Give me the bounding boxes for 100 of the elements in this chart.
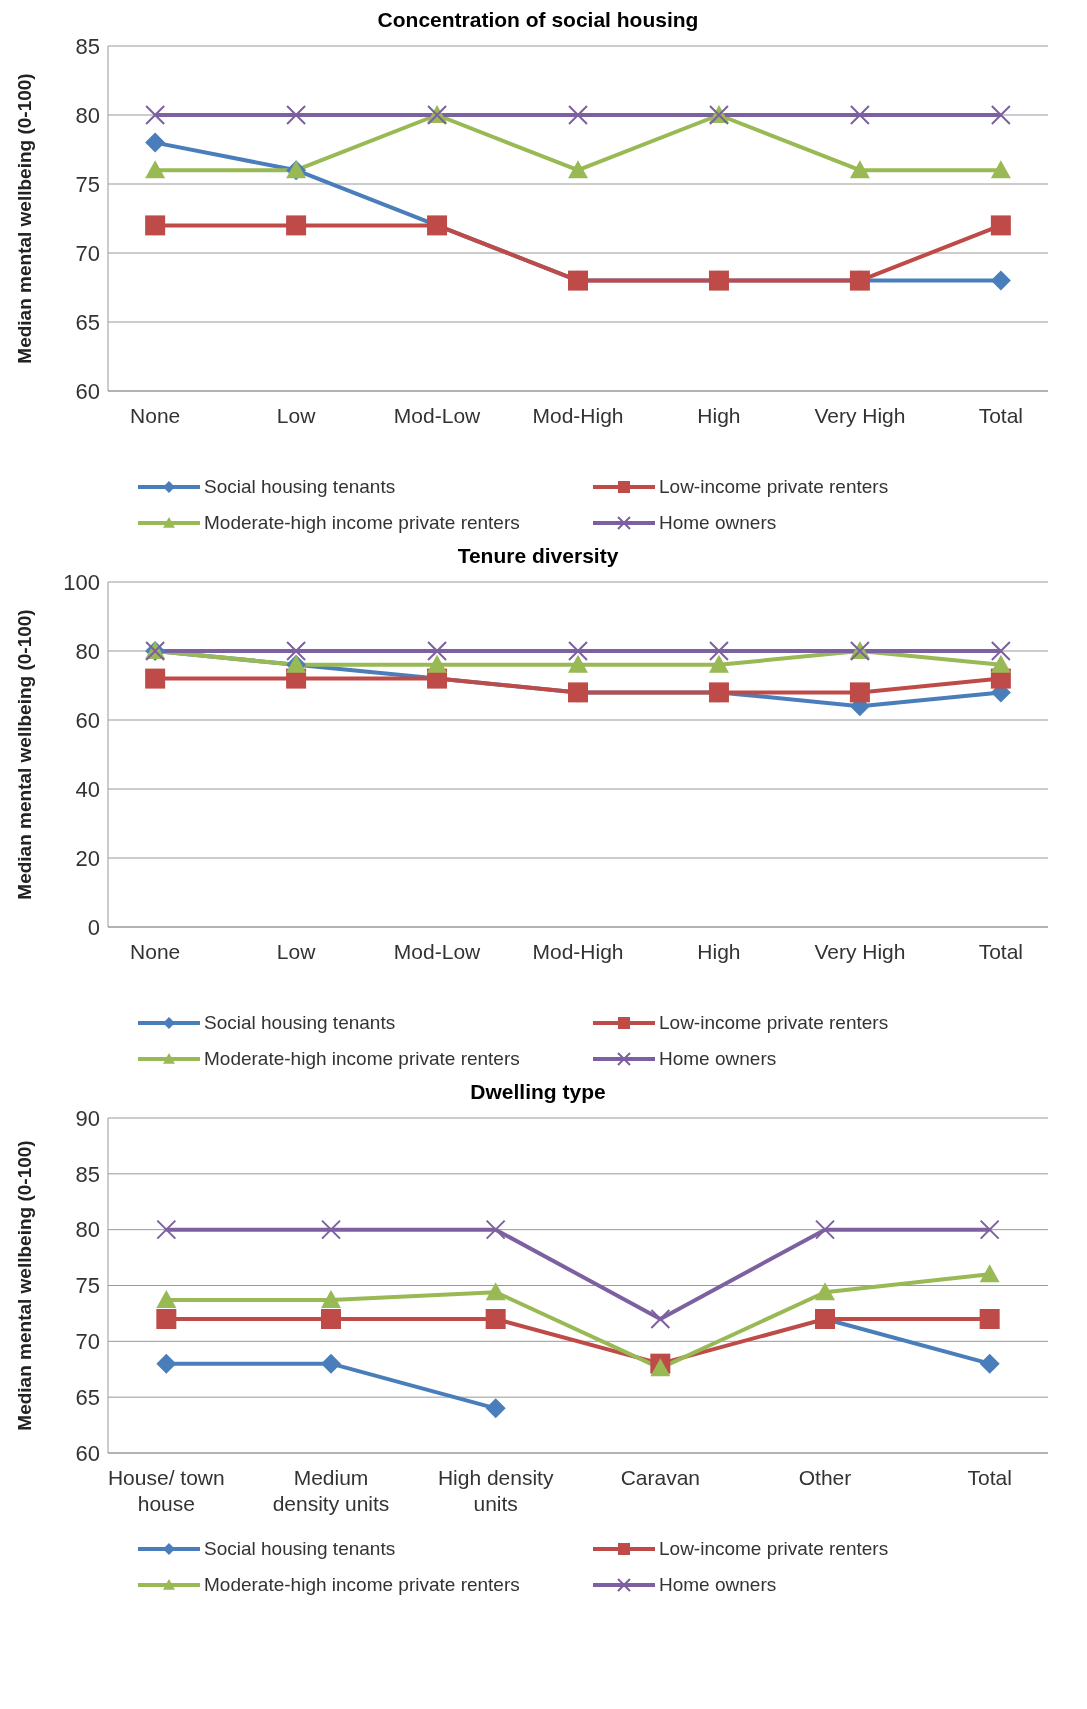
x-tick-label: Total [978,940,1024,963]
point [321,1219,341,1240]
x-tick-label: Caravan [620,1466,701,1489]
y-tick-label: 60 [75,378,100,404]
point [568,160,588,179]
x-tick-label: Other [798,1466,852,1489]
point [286,105,307,125]
y-tick-label: 85 [75,33,100,59]
point [485,1398,506,1419]
point [321,1353,341,1374]
point [979,1264,1000,1283]
point [979,1353,1000,1374]
y-tick-label: 20 [75,845,100,871]
point [849,682,870,703]
legend-label: Moderate-high income private renters [204,1048,520,1070]
point [568,641,588,661]
legend-label: Low-income private renters [659,476,889,498]
legend-label: Social housing tenants [204,1538,396,1560]
y-tick-label: 90 [75,1105,100,1131]
point [145,215,166,236]
legend-label: Home owners [659,1574,777,1596]
point [849,160,870,179]
x-tick-label: High density units [437,1466,554,1515]
x-tick-label: Mod-Low [393,940,482,963]
point [708,641,729,661]
point [156,1309,177,1329]
legend-label: Moderate-high income private renters [204,512,520,534]
y-axis-title: Median mental wellbeing (0-100) [14,73,36,364]
y-tick-label: 75 [75,1273,100,1299]
point [156,1290,177,1309]
point [485,1309,506,1329]
chart-title: Dwelling type [469,1080,607,1104]
y-axis-title: Median mental wellbeing (0-100) [14,1140,36,1431]
point [979,1309,1000,1329]
point [321,1309,341,1329]
x-tick-label: Total [978,404,1024,427]
legend-label: Social housing tenants [204,476,396,498]
legend-label: Social housing tenants [204,1012,396,1034]
point [145,132,166,153]
x-tick-label: High [697,404,741,427]
point [990,215,1011,236]
legend-label: Home owners [659,512,777,534]
point [145,668,166,689]
point [990,105,1011,125]
point [650,1358,671,1377]
point [156,1219,177,1240]
x-tick-label: High [697,940,741,963]
point [485,1282,506,1301]
y-tick-label: 80 [75,638,100,664]
legend-label: Low-income private renters [659,1012,889,1034]
point [650,1309,671,1329]
y-tick-label: 60 [75,1440,100,1466]
legend-label: Home owners [659,1048,777,1070]
point [427,641,448,661]
point [427,654,448,673]
point [815,1282,835,1301]
point [568,105,588,125]
point [156,1353,177,1374]
x-tick-label: Medium density units [272,1466,390,1515]
chart-title: Concentration of social housing [376,8,700,32]
y-tick-label: 65 [75,1384,100,1410]
chart-title: Tenure diversity [456,544,620,568]
y-axis-title: Median mental wellbeing (0-100) [14,609,36,900]
point [145,105,166,125]
y-tick-label: 70 [75,240,100,266]
x-tick-label: House/ town house [107,1466,225,1515]
y-tick-label: 80 [75,102,100,128]
point [145,160,166,179]
point [990,654,1011,673]
point [815,1219,835,1240]
y-tick-label: 40 [75,776,100,802]
point [568,654,588,673]
x-tick-label: Mod-Low [393,404,482,427]
point [979,1219,1000,1240]
point [286,215,307,236]
y-tick-label: 80 [75,1217,100,1243]
y-tick-label: 65 [75,309,100,335]
point [990,270,1011,291]
point [708,654,729,673]
x-tick-label: Very High [814,404,906,427]
x-tick-label: Total [967,1466,1012,1489]
x-tick-label: Low [276,940,317,963]
y-tick-label: 0 [87,914,100,940]
y-tick-label: 75 [75,171,100,197]
x-tick-label: None [130,940,181,963]
point [485,1219,506,1240]
point [321,1290,341,1309]
y-tick-label: 60 [75,707,100,733]
x-tick-label: None [130,404,181,427]
x-tick-label: Mod-High [532,404,624,427]
y-tick-label: 100 [63,569,100,595]
x-tick-label: Mod-High [532,940,624,963]
point [286,641,307,661]
x-tick-label: Low [276,404,317,427]
point [990,641,1011,661]
y-tick-label: 70 [75,1329,100,1355]
point [849,105,870,125]
y-tick-label: 85 [75,1161,100,1187]
x-tick-label: Very High [814,940,906,963]
legend-label: Low-income private renters [659,1538,889,1560]
